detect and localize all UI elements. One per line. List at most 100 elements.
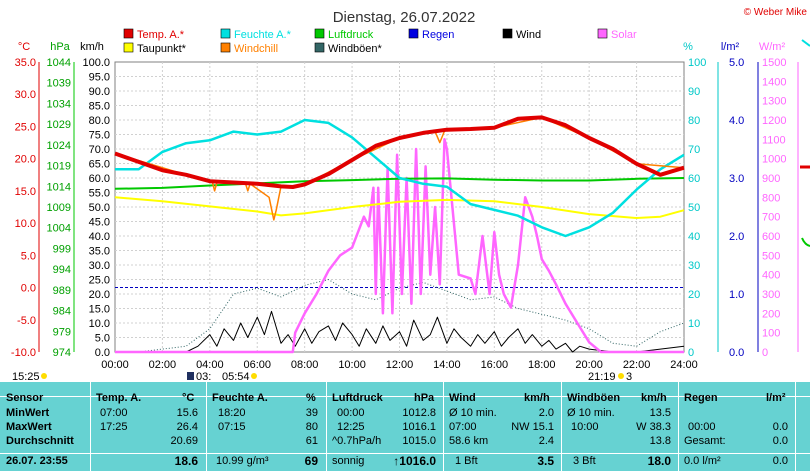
sunset-icon: [618, 373, 624, 379]
header-rain: Regen: [684, 392, 718, 404]
solar-tick: 1200: [762, 115, 786, 127]
series-solar: [115, 138, 684, 354]
min-gust-desc: Ø 10 min.: [567, 407, 615, 419]
temp-tick: -5.0: [17, 315, 36, 327]
temp-tick: 35.0: [15, 57, 36, 69]
pressure-tick: 1019: [47, 161, 71, 173]
sunrise-time: 05:54: [222, 371, 250, 380]
wind-tick: 0.0: [95, 347, 110, 359]
current-press-desc: sonnig: [332, 455, 365, 467]
wind-tick: 60.0: [89, 173, 110, 185]
sunset-time: 21:19: [588, 371, 616, 380]
time-tick: 24:00: [670, 359, 698, 371]
rain-tick: 3.0: [729, 173, 744, 185]
max-temp-time: 17:25: [100, 421, 128, 433]
time-tick: 00:00: [101, 359, 129, 371]
solar-tick: 300: [762, 289, 780, 301]
header-gust-unit: km/h: [641, 392, 667, 404]
time-tick: 14:00: [433, 359, 461, 371]
max-hum-time: 07:15: [218, 421, 246, 433]
humidity-tick: 40: [688, 231, 700, 243]
solar-tick: 600: [762, 231, 780, 243]
solar-tick: 0: [762, 347, 768, 359]
wind-tick: 10.0: [89, 318, 110, 330]
avg-rain: 0.0: [772, 435, 788, 447]
solar-tick: 1400: [762, 76, 786, 88]
min-press-time: 00:00: [337, 407, 365, 419]
temp-tick: 30.0: [15, 89, 36, 101]
min-press: 1012.8: [402, 407, 436, 419]
header-temp-unit: °C: [182, 392, 195, 404]
sun-icon: [41, 373, 47, 379]
rain-axis-unit: l/m²: [721, 41, 740, 53]
solar-tick: 1300: [762, 96, 786, 108]
current-rain-rate: 0.0: [772, 455, 788, 467]
wind-tick: 40.0: [89, 231, 110, 243]
humidity-tick: 90: [688, 86, 700, 98]
current-gust: 18.0: [647, 454, 671, 468]
statistics-table: Sensor Temp. A. °C Feuchte A. % Luftdruc…: [0, 382, 810, 471]
legend-label: Regen: [422, 29, 454, 41]
wind-tick: 75.0: [89, 130, 110, 142]
avg-wind: 2.4: [538, 435, 554, 447]
sunrise-icon: [251, 373, 257, 379]
header-sensor: Sensor: [6, 392, 44, 404]
wind-axis-unit: km/h: [80, 41, 104, 53]
avg-wind-desc: 58.6 km: [449, 435, 489, 447]
header-temp: Temp. A.: [96, 392, 142, 404]
rain-tick: 4.0: [729, 115, 744, 127]
avg-press: 1015.0: [402, 435, 436, 447]
legend-swatch: [220, 42, 231, 53]
current-gust-desc: 3 Bft: [573, 455, 596, 467]
pressure-tick: 1014: [47, 181, 71, 193]
header-wind: Wind: [449, 392, 476, 404]
current-press: ↑1016.0: [393, 454, 436, 468]
legend-label: Wind: [516, 29, 541, 41]
solar-tick: 500: [762, 250, 780, 262]
header-press-unit: hPa: [414, 392, 435, 404]
time-tick: 06:00: [243, 359, 271, 371]
pressure-tick: 989: [53, 285, 71, 297]
solar-tick: 1000: [762, 154, 786, 166]
avg-label: Durchschnitt: [6, 435, 74, 447]
avg-temp: 20.69: [170, 435, 198, 447]
wind-tick: 90.0: [89, 86, 110, 98]
solar-tick: 900: [762, 173, 780, 185]
wind-tick: 85.0: [89, 101, 110, 113]
rain-tick: 1.0: [729, 289, 744, 301]
legend-label: Windchill: [234, 43, 278, 55]
solar-tick: 100: [762, 328, 780, 340]
min-hum-time: 18:20: [218, 407, 246, 419]
current-rain: 0.0 l/m²: [684, 455, 721, 467]
avg-press-desc: ^0.7hPa/h: [332, 435, 382, 447]
humidity-tick: 20: [688, 289, 700, 301]
humidity-tick: 80: [688, 115, 700, 127]
wind-tick: 20.0: [89, 289, 110, 301]
wind-tick: 95.0: [89, 72, 110, 84]
header-rain-unit: l/m²: [766, 392, 786, 404]
legend-swatch: [123, 28, 134, 39]
pressure-tick: 1029: [47, 119, 71, 131]
legend-label: Feuchte A.*: [234, 29, 292, 41]
time-tick: 18:00: [528, 359, 556, 371]
chart-series: [114, 115, 685, 354]
pressure-tick: 994: [53, 264, 71, 276]
max-rain: 0.0: [772, 421, 788, 433]
humidity-tick: 60: [688, 173, 700, 185]
legend-label: Taupunkt*: [137, 43, 187, 55]
copyright-label: © Weber Mike: [744, 7, 808, 18]
current-wind: 3.5: [537, 454, 554, 468]
avg-rain-label: Gesamt:: [684, 435, 726, 447]
max-rain-time: 00:00: [688, 421, 716, 433]
chart-title: Dienstag, 26.07.2022: [333, 9, 476, 26]
temp-tick: 10.0: [15, 218, 36, 230]
wind-tick: 70.0: [89, 144, 110, 156]
avg-hum: 61: [305, 435, 318, 447]
pressure-tick: 1009: [47, 202, 71, 214]
max-gust-time: 10:00: [571, 421, 599, 433]
humidity-tick: 0: [688, 347, 694, 359]
min-wind-desc: Ø 10 min.: [449, 407, 497, 419]
header-wind-unit: km/h: [524, 392, 550, 404]
max-hum: 80: [305, 421, 318, 433]
legend-label: Luftdruck: [328, 29, 374, 41]
